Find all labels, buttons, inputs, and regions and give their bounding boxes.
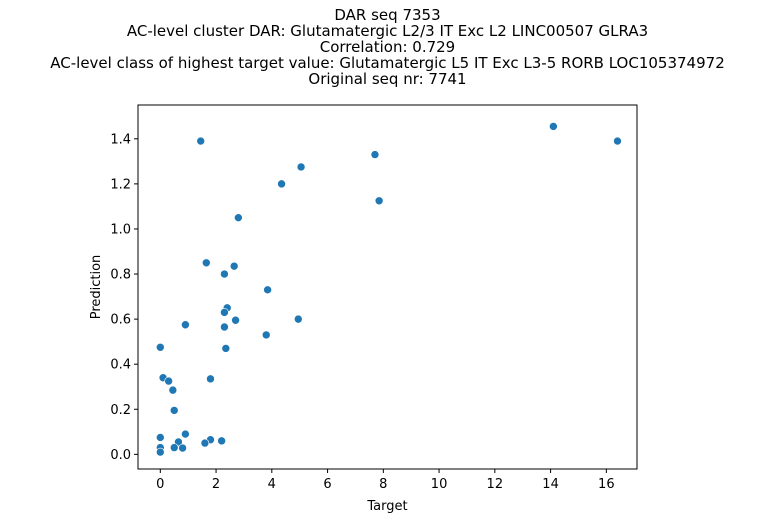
title-line: Correlation: 0.729 xyxy=(319,38,456,56)
data-point xyxy=(293,314,303,324)
x-tick-label: 14 xyxy=(542,477,559,492)
data-point xyxy=(168,385,178,395)
data-point xyxy=(156,433,165,442)
y-tick-label: 1.4 xyxy=(110,132,131,147)
data-point xyxy=(277,179,286,189)
data-point xyxy=(229,261,239,271)
title-line: DAR seq 7353 xyxy=(334,6,441,24)
y-tick-label: 1.2 xyxy=(110,177,131,192)
title-line: AC-level cluster DAR: Glutamatergic L2/3… xyxy=(126,22,649,40)
data-point xyxy=(164,376,173,386)
data-point xyxy=(374,196,384,206)
title-line: AC-level class of highest target value: … xyxy=(50,54,725,72)
title-line: Original seq nr: 7741 xyxy=(308,70,467,88)
data-point xyxy=(200,438,210,448)
data-point xyxy=(217,436,226,446)
chart-title: DAR seq 7353 AC-level cluster DAR: Gluta… xyxy=(0,7,775,87)
data-point xyxy=(156,447,165,457)
data-point xyxy=(370,150,380,159)
data-point xyxy=(263,285,272,295)
data-point xyxy=(261,330,271,340)
y-tick-label: 0.8 xyxy=(110,268,131,283)
data-point xyxy=(296,162,306,172)
data-point xyxy=(220,308,229,317)
data-point xyxy=(156,342,165,352)
data-point xyxy=(181,429,190,439)
x-tick-label: 6 xyxy=(323,477,331,492)
plot-frame xyxy=(137,104,638,470)
data-point xyxy=(613,136,622,146)
y-tick-label: 0.2 xyxy=(110,403,131,418)
data-point xyxy=(201,258,211,268)
data-point xyxy=(221,344,231,353)
data-point xyxy=(220,322,229,332)
x-tick-label: 4 xyxy=(268,477,276,492)
data-point xyxy=(181,320,190,330)
x-tick-label: 2 xyxy=(212,477,220,492)
data-point xyxy=(169,443,179,452)
data-point xyxy=(196,136,206,146)
data-point xyxy=(549,122,558,131)
y-tick-label: 1.0 xyxy=(110,222,131,237)
x-tick-label: 10 xyxy=(431,477,448,492)
data-point xyxy=(231,315,240,325)
x-tick-label: 0 xyxy=(156,477,164,492)
x-tick-label: 12 xyxy=(487,477,504,492)
data-point xyxy=(169,406,179,415)
y-tick-label: 0.6 xyxy=(110,313,131,328)
data-point xyxy=(178,443,187,453)
y-axis-label: Prediction xyxy=(89,255,104,320)
data-points xyxy=(156,122,622,457)
axis-ticks: 0 2 4 6 8 10 12 14 16 0.0 0.2 0.4 0.6 0.8 1.0 1.2 1.4 xyxy=(110,132,614,492)
data-point xyxy=(206,374,215,384)
x-tick-label: 16 xyxy=(598,477,615,492)
data-point xyxy=(234,213,243,222)
x-tick-label: 8 xyxy=(379,477,387,492)
x-axis-label: Target xyxy=(366,499,407,514)
data-point xyxy=(220,269,229,279)
y-tick-label: 0.4 xyxy=(110,358,131,373)
y-tick-label: 0.0 xyxy=(110,448,131,463)
